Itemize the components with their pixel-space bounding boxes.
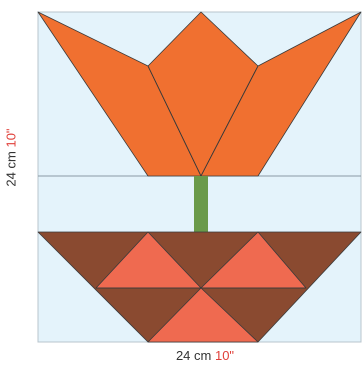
stem <box>194 176 208 232</box>
height-dimension-label: 24 cm 10" <box>4 103 19 213</box>
flower-pot <box>37 231 362 343</box>
height-inch: 10" <box>3 128 19 148</box>
width-cm: 24 cm <box>175 348 212 363</box>
width-dimension-label: 24 cm 10" <box>140 348 270 363</box>
width-inch: 10" <box>214 348 235 363</box>
height-cm: 24 cm <box>3 151 19 187</box>
tulip-flower <box>37 11 362 177</box>
pot-triangle-bottom <box>147 287 259 343</box>
